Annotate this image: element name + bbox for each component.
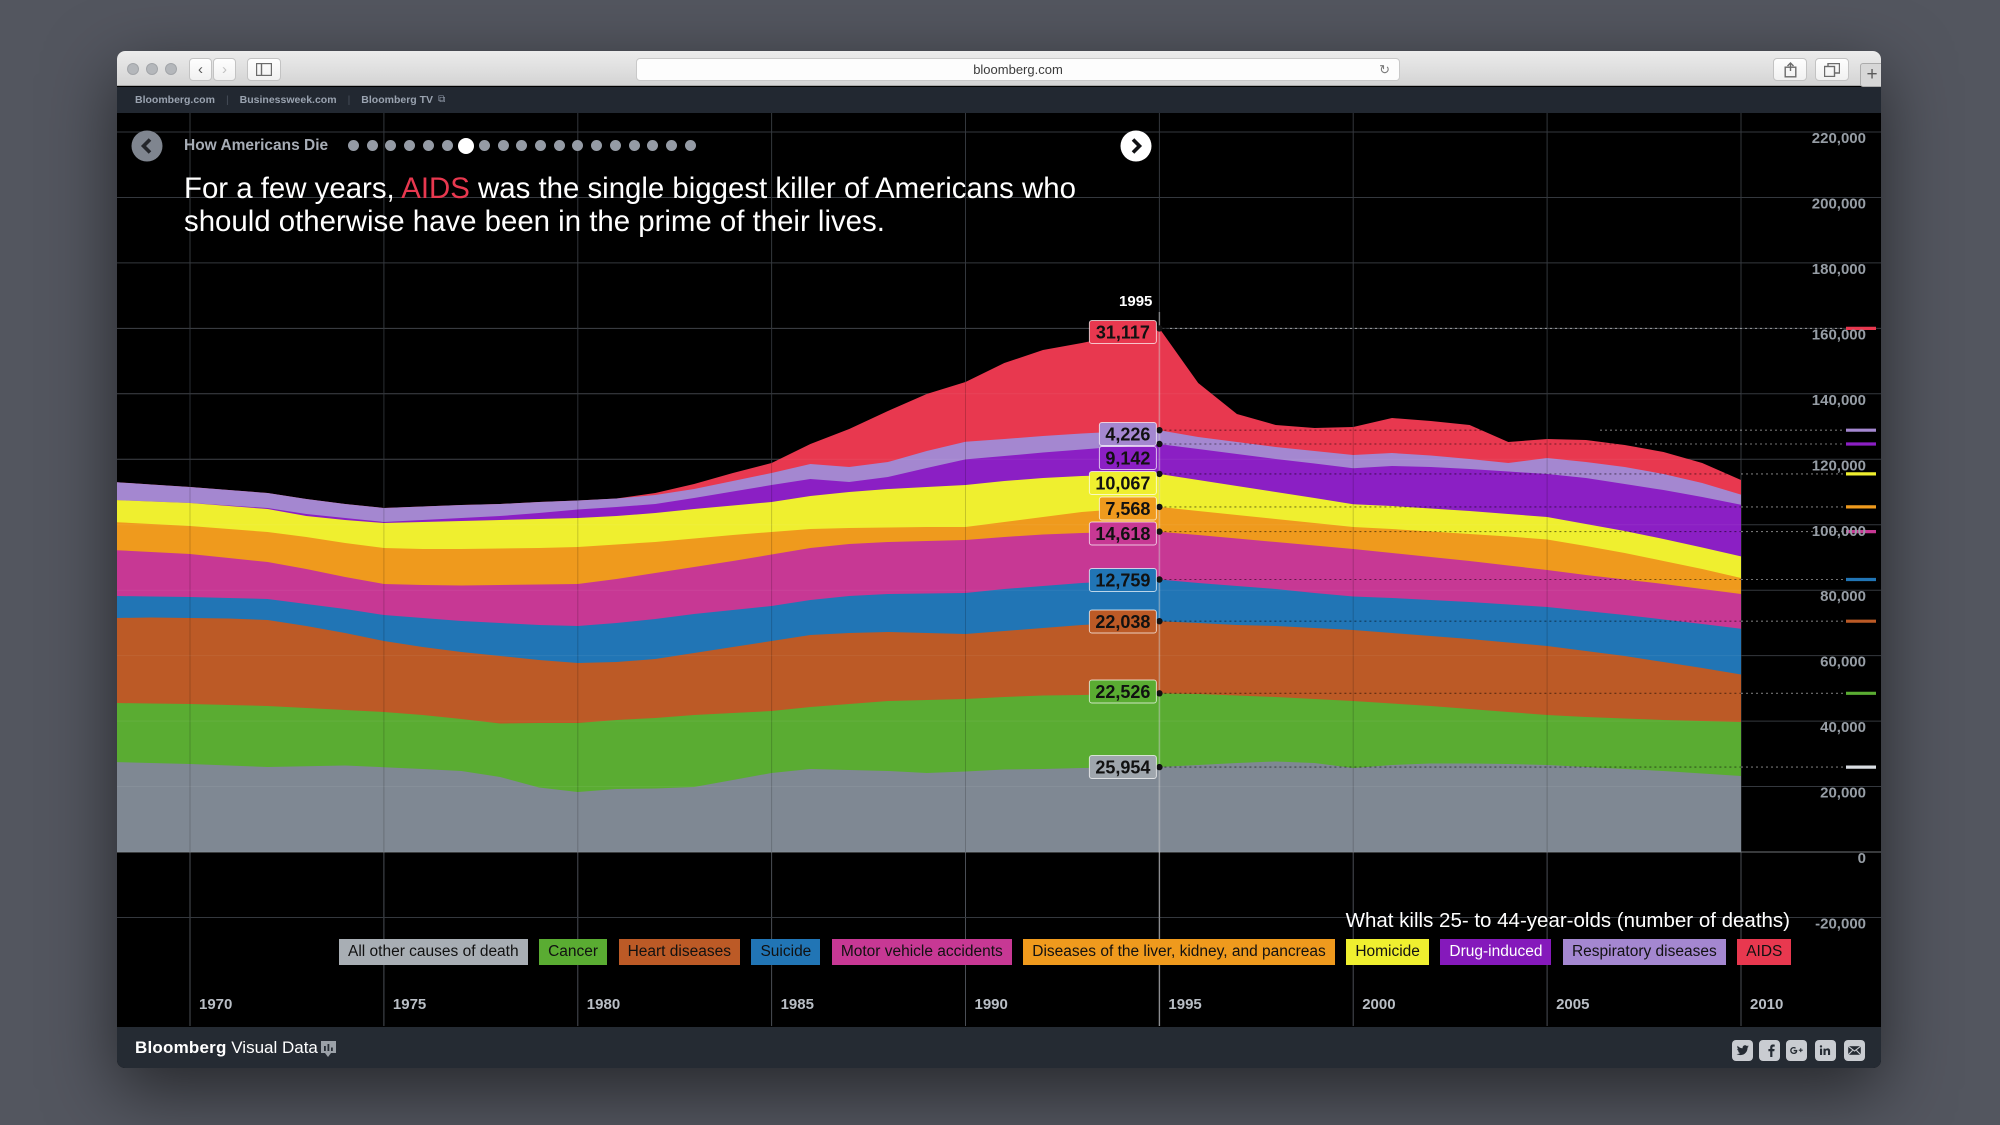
svg-text:1985: 1985: [781, 996, 814, 1013]
svg-text:1990: 1990: [975, 996, 1008, 1013]
svg-text:22,038: 22,038: [1095, 612, 1150, 632]
svg-text:80,000: 80,000: [1820, 588, 1866, 605]
svg-text:20,000: 20,000: [1820, 784, 1866, 801]
svg-text:120,000: 120,000: [1812, 457, 1866, 474]
svg-text:60,000: 60,000: [1820, 653, 1866, 670]
svg-text:10,067: 10,067: [1095, 473, 1150, 493]
svg-text:31,117: 31,117: [1096, 322, 1150, 342]
svg-text:2010: 2010: [1750, 996, 1783, 1013]
svg-text:1970: 1970: [199, 996, 232, 1013]
svg-text:-20,000: -20,000: [1815, 915, 1866, 932]
svg-text:1980: 1980: [587, 996, 620, 1013]
svg-text:160,000: 160,000: [1812, 326, 1866, 343]
svg-text:2005: 2005: [1556, 996, 1589, 1013]
svg-text:4,226: 4,226: [1105, 424, 1150, 444]
svg-text:22,526: 22,526: [1095, 682, 1150, 702]
svg-text:1995: 1995: [1168, 996, 1201, 1013]
svg-text:12,759: 12,759: [1095, 570, 1150, 590]
svg-text:1995: 1995: [1119, 293, 1152, 310]
svg-text:9,142: 9,142: [1105, 448, 1150, 468]
svg-text:7,568: 7,568: [1105, 499, 1150, 519]
svg-text:2000: 2000: [1362, 996, 1395, 1013]
svg-text:14,618: 14,618: [1095, 524, 1150, 544]
svg-text:40,000: 40,000: [1820, 719, 1866, 736]
svg-text:180,000: 180,000: [1812, 260, 1866, 277]
svg-text:220,000: 220,000: [1812, 130, 1866, 147]
svg-text:100,000: 100,000: [1812, 522, 1866, 539]
svg-text:200,000: 200,000: [1812, 195, 1866, 212]
svg-text:0: 0: [1858, 850, 1866, 867]
svg-text:25,954: 25,954: [1095, 757, 1150, 777]
svg-text:1975: 1975: [393, 996, 426, 1013]
svg-text:140,000: 140,000: [1812, 391, 1866, 408]
